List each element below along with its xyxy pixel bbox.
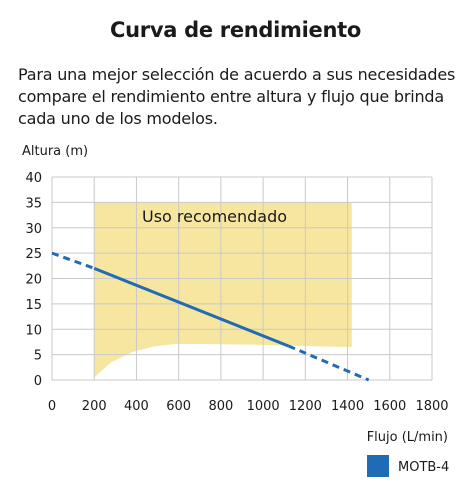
x-axis-title: Flujo (L/min) [367,430,448,445]
grid-layer [51,176,433,381]
y-tick-label: 30 [25,222,42,237]
recommended-zone-label: Uso recomendado [142,207,287,226]
x-tick-label: 1600 [373,399,406,414]
y-tick-label: 5 [34,349,42,364]
series-dashed-segment [51,251,95,270]
series-layer [51,251,370,382]
description-line-1: Para una mejor selección de acuerdo a su… [18,65,456,84]
y-tick-label: 10 [25,323,42,338]
series-dashed-segment [287,344,370,382]
description-line-2: compare el rendimiento entre altura y fl… [18,87,444,106]
x-tick-label: 600 [166,399,191,414]
description-line-3: cada uno de los modelos. [18,109,218,128]
legend-label-motb-4: MOTB-4 [398,460,449,475]
x-tick-label: 1800 [415,399,448,414]
x-tick-label: 200 [82,399,107,414]
chart-description: Para una mejor selección de acuerdo a su… [18,64,458,130]
y-tick-label: 0 [34,374,42,389]
y-tick-label: 20 [25,273,42,288]
y-tick-label: 15 [25,298,42,313]
y-tick-label: 35 [25,196,42,211]
y-tick-label: 40 [25,171,42,186]
x-tick-label: 1000 [247,399,280,414]
y-axis-title: Altura (m) [22,144,88,159]
y-tick-label: 25 [25,247,42,262]
recommended-zone-layer [94,202,352,378]
x-tick-label: 1400 [331,399,364,414]
x-tick-label: 800 [208,399,233,414]
recommended-zone [94,202,352,378]
legend-swatch-motb-4 [367,455,389,477]
series-line-motb-4 [93,266,290,348]
legend: MOTB-4 [367,455,449,477]
x-tick-label: 1200 [289,399,322,414]
chart-title: Curva de rendimiento [110,18,361,42]
x-tick-label: 400 [124,399,149,414]
x-tick-label: 0 [48,399,56,414]
